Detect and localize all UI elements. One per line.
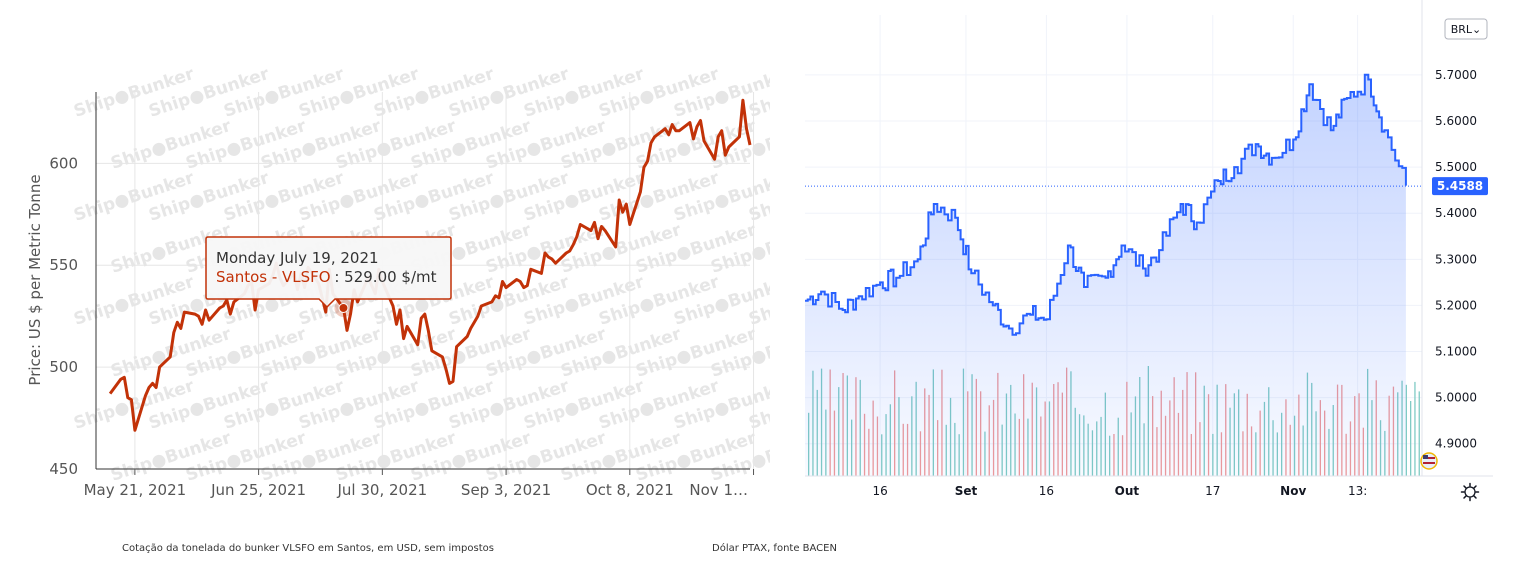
tooltip-box — [205, 236, 452, 309]
price-tick-label: 5.4000 — [1435, 206, 1477, 220]
caption-ptax-chart: Dólar PTAX, fonte BACEN — [712, 543, 837, 554]
price-tick-label: 5.1000 — [1435, 345, 1477, 359]
volume-bar — [1410, 401, 1412, 476]
volume-bar — [1405, 384, 1407, 476]
price-tick-label: 5.2000 — [1435, 298, 1477, 312]
price-tick-label: 5.7000 — [1435, 68, 1477, 82]
series-line — [108, 98, 752, 432]
price-scale[interactable]: 5.7000 5.6000 5.5000 5.4000 5.3000 5.2000 5.10… — [1435, 68, 1477, 451]
x-tick-labels: May 21, 2021 Jun 25, 2021 Jul 30, 2021 Sep … — [84, 469, 755, 499]
y-tick-labels: 450 500 550 600 — [49, 154, 78, 478]
tooltip-date: Monday July 19, 2021 — [216, 249, 379, 267]
y-axis-label: Price: US $ per Metric Tonne — [26, 174, 44, 385]
price-tick-label: 5.0000 — [1435, 391, 1477, 405]
settings-gear-icon[interactable] — [1460, 482, 1480, 502]
currency-menu-label: BRL⌄ — [1451, 23, 1482, 36]
price-tick-label: 5.5000 — [1435, 160, 1477, 174]
last-price-value: 5.4588 — [1437, 179, 1483, 193]
flag-icon[interactable] — [1420, 452, 1438, 470]
time-tick-label: 17 — [1205, 484, 1220, 498]
volume-bar — [1418, 391, 1420, 476]
time-tick-label: 16 — [1039, 484, 1054, 498]
brl-chart: 5.7000 5.6000 5.5000 5.4000 5.3000 5.2000 5.10… — [805, 0, 1493, 502]
x-tick-label: Oct 8, 2021 — [586, 481, 674, 499]
caption-bunker-chart: Cotação da tonelada do bunker VLSFO em S… — [122, 543, 494, 554]
y-tick-label: 550 — [49, 256, 78, 274]
brl-series — [805, 73, 1407, 476]
price-tick-label: 4.9000 — [1435, 437, 1477, 451]
tooltip-value: : 529.00 $/mt — [334, 268, 436, 286]
x-tick-label: Nov 1… — [689, 481, 748, 499]
series-line — [805, 73, 1407, 336]
y-tick-label: 450 — [49, 460, 78, 478]
x-tick-label: Jul 30, 2021 — [337, 481, 428, 499]
vlsfo-series — [108, 98, 752, 432]
x-tick-label: Jun 25, 2021 — [210, 481, 306, 499]
x-tick-label: May 21, 2021 — [84, 481, 187, 499]
bunker-price-chart: Ship●BunkerShip●BunkerShip●BunkerShip●Bu… — [26, 64, 770, 499]
series-area — [805, 74, 1406, 476]
time-scale[interactable]: 16 Set 16 Out 17 Nov 13: — [872, 484, 1367, 498]
price-tick-label: 5.3000 — [1435, 252, 1477, 266]
hover-point — [338, 303, 349, 314]
y-tick-label: 500 — [49, 358, 78, 376]
tooltip: Monday July 19, 2021 Santos - VLSFO: 529… — [205, 236, 452, 309]
time-tick-label: Out — [1115, 484, 1140, 498]
x-tick-label: Sep 3, 2021 — [461, 481, 551, 499]
price-tick-label: 5.6000 — [1435, 114, 1477, 128]
tooltip-value-line: Santos - VLSFO: 529.00 $/mt — [216, 268, 437, 286]
last-price-badge: 5.4588 — [1432, 177, 1488, 196]
volume-bar — [1414, 381, 1416, 476]
time-tick-label: 13: — [1348, 484, 1367, 498]
time-tick-label: Nov — [1280, 484, 1306, 498]
time-tick-label: 16 — [872, 484, 887, 498]
y-tick-label: 600 — [49, 154, 78, 172]
currency-menu-button[interactable]: BRL⌄ — [1444, 18, 1488, 40]
time-tick-label: Set — [955, 484, 978, 498]
tooltip-series-name: Santos - VLSFO — [216, 268, 330, 286]
